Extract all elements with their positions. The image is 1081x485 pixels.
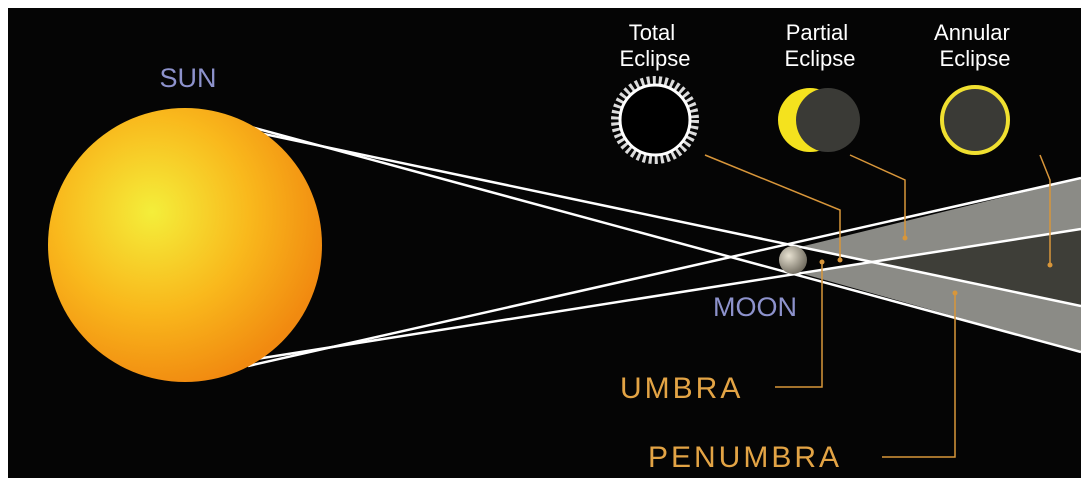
eclipse-label-line: Eclipse: [785, 46, 856, 71]
eclipse-label-line: Eclipse: [940, 46, 1011, 71]
leader-dot: [820, 260, 825, 265]
umbra-label: UMBRA: [620, 372, 743, 405]
total-eclipse-icon: [620, 85, 690, 155]
eclipse-label-line: Annular: [934, 20, 1010, 45]
moon: [779, 246, 807, 274]
eclipse-label: Partial Eclipse: [785, 20, 856, 71]
eclipse-label-line: Eclipse: [620, 46, 691, 71]
sun-label: SUN: [159, 63, 216, 93]
eclipse-label: Total Eclipse: [620, 20, 691, 71]
leader-dot: [953, 291, 958, 296]
partial-eclipse-moon: [796, 88, 860, 152]
penumbra-label: PENUMBRA: [648, 441, 842, 474]
eclipse-label-line: Total: [629, 20, 675, 45]
annular-eclipse-icon: [942, 87, 1008, 153]
page: SUN MOON UMBRA PENUMBRA Total Eclipse Pa…: [0, 0, 1081, 485]
leader-dot: [838, 258, 843, 263]
leader-dot: [1048, 263, 1053, 268]
eclipse-label: Annular Eclipse: [934, 20, 1016, 71]
eclipse-diagram: SUN MOON UMBRA PENUMBRA Total Eclipse Pa…: [0, 0, 1081, 485]
sun: [48, 108, 322, 382]
leader-dot: [903, 236, 908, 241]
eclipse-label-line: Partial: [786, 20, 848, 45]
moon-label: MOON: [713, 292, 797, 322]
